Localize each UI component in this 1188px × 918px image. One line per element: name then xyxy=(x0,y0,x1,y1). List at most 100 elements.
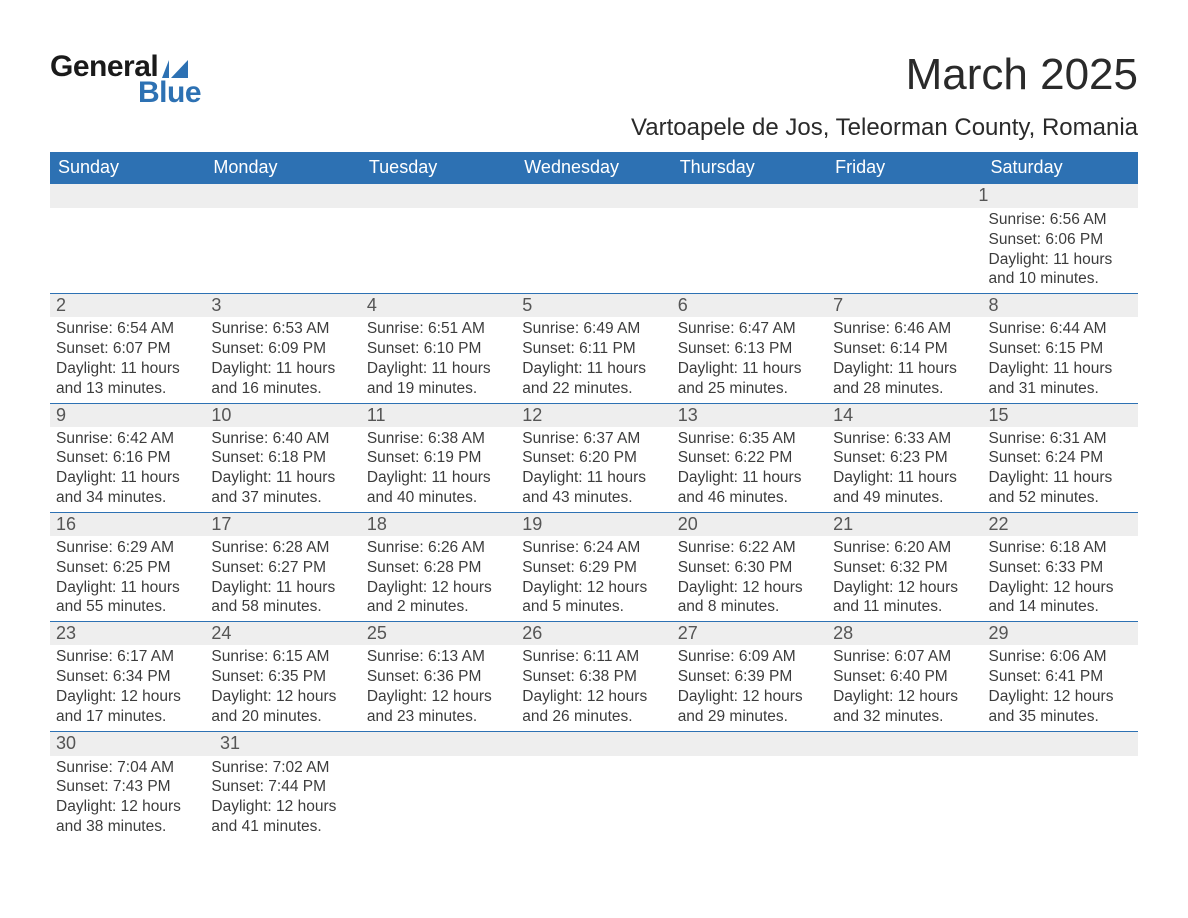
daylight-line: Daylight: 11 hours and 13 minutes. xyxy=(56,359,201,399)
week-row: 1Sunrise: 6:56 AMSunset: 6:06 PMDaylight… xyxy=(50,184,1138,294)
sunrise-line: Sunrise: 6:17 AM xyxy=(56,647,201,667)
daylight-line: Daylight: 12 hours and 38 minutes. xyxy=(56,797,201,837)
empty-day-bar xyxy=(357,184,511,208)
sunset-line: Sunset: 6:30 PM xyxy=(678,558,823,578)
sunrise-line: Sunrise: 6:44 AM xyxy=(989,319,1134,339)
daylight-line: Daylight: 12 hours and 14 minutes. xyxy=(989,578,1134,618)
day-body: Sunrise: 6:46 AMSunset: 6:14 PMDaylight:… xyxy=(827,317,982,402)
daylight-line: Daylight: 11 hours and 40 minutes. xyxy=(367,468,512,508)
dow-cell: Sunday xyxy=(50,152,205,184)
daylight-line: Daylight: 11 hours and 52 minutes. xyxy=(989,468,1134,508)
sunrise-line: Sunrise: 6:29 AM xyxy=(56,538,201,558)
daylight-line: Daylight: 11 hours and 22 minutes. xyxy=(522,359,667,399)
day-body xyxy=(516,208,671,293)
empty-day-bar xyxy=(986,732,1138,756)
day-body xyxy=(516,756,671,841)
day-body: Sunrise: 6:31 AMSunset: 6:24 PMDaylight:… xyxy=(983,427,1138,512)
sunrise-line: Sunrise: 6:53 AM xyxy=(211,319,356,339)
daylight-line: Daylight: 11 hours and 49 minutes. xyxy=(833,468,978,508)
sunset-line: Sunset: 6:33 PM xyxy=(989,558,1134,578)
dow-cell: Tuesday xyxy=(361,152,516,184)
day-number: 22 xyxy=(983,513,1138,536)
day-number: 30 xyxy=(50,732,214,756)
sunset-line: Sunset: 6:35 PM xyxy=(211,667,356,687)
location-subtitle: Vartoapele de Jos, Teleorman County, Rom… xyxy=(631,114,1138,142)
week-row: 2345678Sunrise: 6:54 AMSunset: 6:07 PMDa… xyxy=(50,294,1138,403)
day-number: 16 xyxy=(50,513,205,536)
day-number: 5 xyxy=(516,294,671,317)
daylight-line: Daylight: 11 hours and 10 minutes. xyxy=(989,250,1134,290)
dow-cell: Friday xyxy=(827,152,982,184)
sunset-line: Sunset: 7:44 PM xyxy=(211,777,356,797)
sunrise-line: Sunrise: 6:22 AM xyxy=(678,538,823,558)
day-number: 17 xyxy=(205,513,360,536)
daylight-line: Daylight: 12 hours and 11 minutes. xyxy=(833,578,978,618)
empty-day-bar xyxy=(665,184,819,208)
day-number: 1 xyxy=(972,184,1138,208)
sunrise-line: Sunrise: 6:38 AM xyxy=(367,429,512,449)
daylight-line: Daylight: 12 hours and 20 minutes. xyxy=(211,687,356,727)
day-number: 11 xyxy=(361,404,516,427)
daylight-line: Daylight: 12 hours and 41 minutes. xyxy=(211,797,356,837)
day-body: Sunrise: 6:51 AMSunset: 6:10 PMDaylight:… xyxy=(361,317,516,402)
day-number: 18 xyxy=(361,513,516,536)
sunrise-line: Sunrise: 6:33 AM xyxy=(833,429,978,449)
day-body: Sunrise: 6:56 AMSunset: 6:06 PMDaylight:… xyxy=(983,208,1138,293)
day-number: 14 xyxy=(827,404,982,427)
sunset-line: Sunset: 6:07 PM xyxy=(56,339,201,359)
day-number: 13 xyxy=(672,404,827,427)
day-body: Sunrise: 6:11 AMSunset: 6:38 PMDaylight:… xyxy=(516,645,671,730)
sunrise-line: Sunrise: 6:35 AM xyxy=(678,429,823,449)
sunrise-line: Sunrise: 6:51 AM xyxy=(367,319,512,339)
day-body: Sunrise: 6:37 AMSunset: 6:20 PMDaylight:… xyxy=(516,427,671,512)
sunset-line: Sunset: 7:43 PM xyxy=(56,777,201,797)
day-body xyxy=(983,756,1138,841)
day-body xyxy=(672,756,827,841)
day-body: Sunrise: 6:42 AMSunset: 6:16 PMDaylight:… xyxy=(50,427,205,512)
day-body: Sunrise: 6:33 AMSunset: 6:23 PMDaylight:… xyxy=(827,427,982,512)
daylight-line: Daylight: 11 hours and 58 minutes. xyxy=(211,578,356,618)
daylight-line: Daylight: 12 hours and 29 minutes. xyxy=(678,687,823,727)
day-body: Sunrise: 6:47 AMSunset: 6:13 PMDaylight:… xyxy=(672,317,827,402)
day-number: 15 xyxy=(983,404,1138,427)
day-body: Sunrise: 6:17 AMSunset: 6:34 PMDaylight:… xyxy=(50,645,205,730)
empty-day-bar xyxy=(50,184,204,208)
day-body: Sunrise: 6:53 AMSunset: 6:09 PMDaylight:… xyxy=(205,317,360,402)
dow-cell: Monday xyxy=(205,152,360,184)
sunset-line: Sunset: 6:38 PM xyxy=(522,667,667,687)
day-body: Sunrise: 6:29 AMSunset: 6:25 PMDaylight:… xyxy=(50,536,205,621)
sunrise-line: Sunrise: 7:04 AM xyxy=(56,758,201,778)
week-row: 23242526272829Sunrise: 6:17 AMSunset: 6:… xyxy=(50,622,1138,731)
sunset-line: Sunset: 6:28 PM xyxy=(367,558,512,578)
day-body: Sunrise: 6:09 AMSunset: 6:39 PMDaylight:… xyxy=(672,645,827,730)
day-number: 3 xyxy=(205,294,360,317)
empty-day-bar xyxy=(530,732,682,756)
day-body: Sunrise: 6:22 AMSunset: 6:30 PMDaylight:… xyxy=(672,536,827,621)
empty-day-bar xyxy=(834,732,986,756)
header-row: General Blue March 2025 Vartoapele de Jo… xyxy=(50,50,1138,142)
sunset-line: Sunset: 6:24 PM xyxy=(989,448,1134,468)
sunrise-line: Sunrise: 6:37 AM xyxy=(522,429,667,449)
sunset-line: Sunset: 6:11 PM xyxy=(522,339,667,359)
sunrise-line: Sunrise: 6:47 AM xyxy=(678,319,823,339)
day-number: 29 xyxy=(983,622,1138,645)
daylight-line: Daylight: 11 hours and 55 minutes. xyxy=(56,578,201,618)
sunset-line: Sunset: 6:32 PM xyxy=(833,558,978,578)
daylight-line: Daylight: 11 hours and 43 minutes. xyxy=(522,468,667,508)
daylight-line: Daylight: 12 hours and 26 minutes. xyxy=(522,687,667,727)
daylight-line: Daylight: 11 hours and 28 minutes. xyxy=(833,359,978,399)
sunrise-line: Sunrise: 6:13 AM xyxy=(367,647,512,667)
sunrise-line: Sunrise: 6:07 AM xyxy=(833,647,978,667)
day-body: Sunrise: 6:24 AMSunset: 6:29 PMDaylight:… xyxy=(516,536,671,621)
sunset-line: Sunset: 6:09 PM xyxy=(211,339,356,359)
day-body: Sunrise: 6:35 AMSunset: 6:22 PMDaylight:… xyxy=(672,427,827,512)
empty-day-bar xyxy=(511,184,665,208)
day-body xyxy=(50,208,205,293)
day-body: Sunrise: 6:20 AMSunset: 6:32 PMDaylight:… xyxy=(827,536,982,621)
sunrise-line: Sunrise: 6:06 AM xyxy=(989,647,1134,667)
sunrise-line: Sunrise: 6:42 AM xyxy=(56,429,201,449)
day-body: Sunrise: 6:15 AMSunset: 6:35 PMDaylight:… xyxy=(205,645,360,730)
day-body xyxy=(205,208,360,293)
empty-day-bar xyxy=(378,732,530,756)
daylight-line: Daylight: 12 hours and 17 minutes. xyxy=(56,687,201,727)
